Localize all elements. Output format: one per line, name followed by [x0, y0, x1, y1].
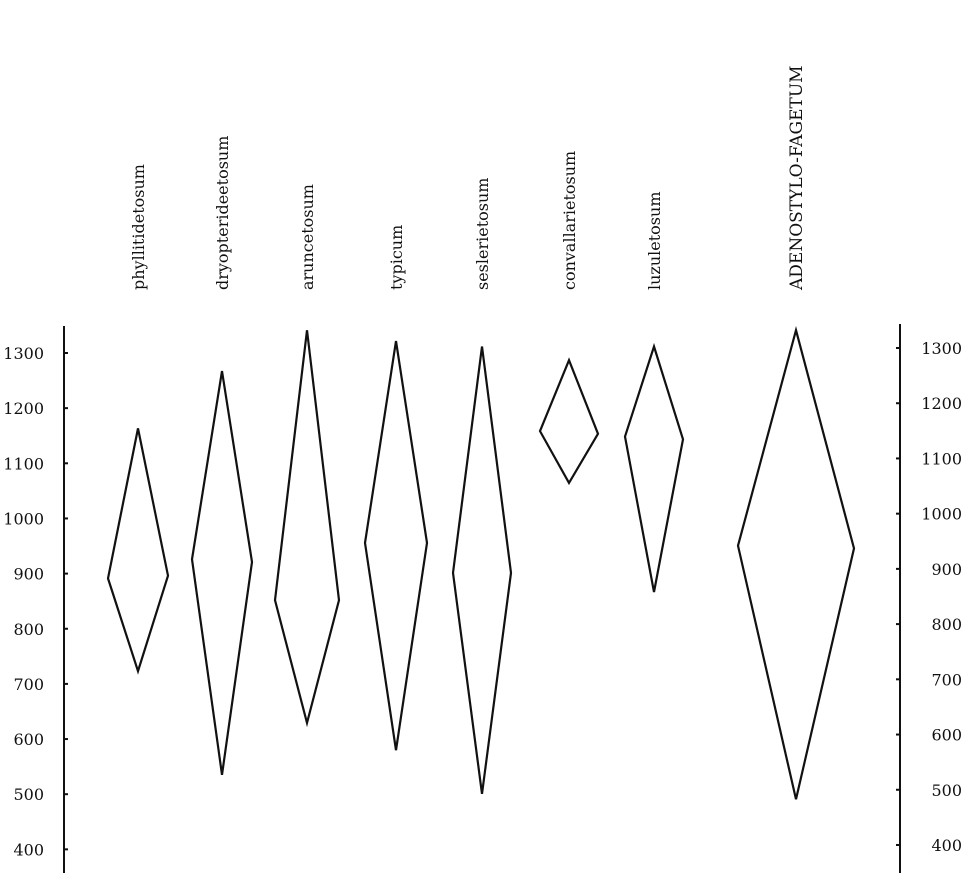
- range-diamond: [623, 342, 685, 593]
- right-tick-label: 900: [931, 560, 962, 579]
- left-tick-label: 700: [13, 675, 44, 694]
- left-tick-label: 1000: [3, 509, 44, 528]
- left-tick-label: 800: [13, 620, 44, 639]
- category-label: convallarietosum: [560, 151, 579, 290]
- left-tick-label: 500: [13, 785, 44, 804]
- right-tick-label: 1200: [921, 394, 962, 413]
- right-tick-label: 1000: [921, 505, 962, 524]
- category-label: ADENOSTYLO-FAGETUM: [787, 65, 807, 291]
- right-tick-label: 1100: [921, 449, 962, 468]
- range-diamonds: [106, 325, 856, 800]
- left-tick-label: 1200: [3, 399, 44, 418]
- range-diamond: [736, 325, 856, 800]
- category-label: typicum: [387, 225, 406, 290]
- left-tick-label: 600: [13, 730, 44, 749]
- category-label: aruncetosum: [298, 184, 317, 290]
- range-diamond: [538, 357, 600, 486]
- right-y-axis: 400 500 600 700 800 900 1000 1100 1200 1300: [896, 324, 962, 873]
- right-tick-label: 600: [931, 726, 962, 745]
- right-tick-label: 400: [931, 836, 962, 855]
- category-label: seslerietosum: [473, 178, 492, 290]
- left-tick-label: 1300: [3, 344, 44, 363]
- left-y-axis: 400 500 600 700 800 900 1000 1100 1200 1300: [3, 326, 68, 873]
- left-tick-label: 900: [13, 565, 44, 584]
- left-tick-label: 400: [13, 840, 44, 859]
- right-tick-label: 700: [931, 670, 962, 689]
- range-diamond: [363, 340, 429, 751]
- left-tick-label: 1100: [3, 454, 44, 473]
- range-diamond: [451, 346, 513, 795]
- right-tick-label: 1300: [921, 339, 962, 358]
- category-label: luzuletosum: [645, 192, 664, 291]
- category-label: dryopterideetosum: [213, 136, 232, 290]
- range-diamond: [273, 330, 341, 728]
- category-labels: phyllitidetosum dryopterideetosum arunceto…: [129, 65, 807, 291]
- right-tick-label: 500: [931, 781, 962, 800]
- range-diamond: [190, 370, 254, 775]
- right-tick-label: 800: [931, 615, 962, 634]
- range-diamond: [106, 428, 170, 675]
- category-label: phyllitidetosum: [129, 164, 148, 290]
